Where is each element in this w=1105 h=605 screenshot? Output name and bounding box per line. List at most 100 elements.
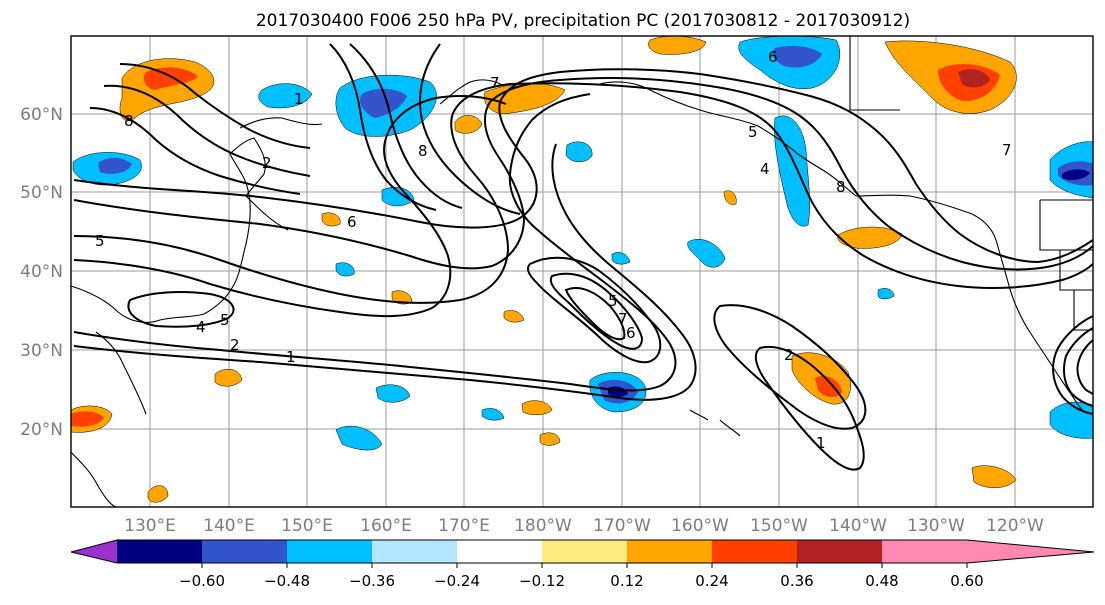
colorbar-extend-left	[71, 540, 117, 563]
map-panel: 8 1 7 6 5 8 2 8 6 5 4 5 4 2 1 5 7 6 2 1	[70, 35, 1094, 508]
pv-contour	[73, 143, 697, 401]
pv-contour	[73, 77, 1094, 271]
precip-negative-region	[381, 187, 415, 207]
pv-contour	[549, 272, 644, 350]
lat-label: 20°N	[20, 420, 63, 440]
pv-contour	[119, 63, 311, 149]
contour-label: 1	[286, 348, 296, 366]
latitude-labels: 60°N 50°N 40°N 30°N 20°N	[20, 105, 63, 440]
contour-label: 2	[784, 346, 794, 364]
colorbar-segment	[457, 540, 542, 563]
precip-positive-region	[723, 190, 737, 205]
colorbar-tick-label: −0.36	[349, 572, 395, 590]
precip-negative-region	[877, 288, 895, 300]
pv-contour	[73, 82, 1094, 304]
lon-label: 130°W	[907, 516, 965, 536]
lon-label: 140°W	[829, 516, 887, 536]
pv-contour	[73, 95, 507, 318]
lon-label: 180°W	[514, 516, 572, 536]
colorbar-tick-label: 0.60	[950, 572, 983, 590]
colorbar-tick-label: 0.48	[865, 572, 898, 590]
colorbar-tick-label: 0.24	[695, 572, 728, 590]
precip-strong-positive-region	[815, 375, 842, 398]
colorbar-segment	[712, 540, 797, 563]
lat-label: 60°N	[20, 105, 63, 125]
precip-negative-region	[687, 239, 726, 268]
contour-label: 6	[626, 324, 636, 342]
pv-contour	[564, 287, 626, 341]
contour-label: 1	[294, 90, 304, 108]
pv-contour	[127, 291, 235, 328]
coastline-asia	[70, 451, 117, 508]
pv-contour	[419, 43, 521, 215]
colorbar-segment	[202, 540, 287, 563]
precip-shading	[70, 35, 1094, 503]
coastline-okhotsk	[239, 117, 323, 129]
colorbar-segment	[542, 540, 627, 563]
colorbar-extend-right	[967, 540, 1094, 563]
precip-negative-region	[335, 425, 383, 451]
precip-very-strong-positive-region	[958, 69, 990, 88]
contour-label: 7	[618, 310, 628, 328]
pv-contour	[1063, 327, 1094, 407]
contour-label: 6	[768, 48, 778, 66]
precip-strong-negative-region	[360, 88, 407, 118]
coastline-alaska	[599, 81, 759, 127]
colorbar-tick-labels: −0.60 −0.48 −0.36 −0.24 −0.12 0.12 0.24 …	[179, 572, 984, 590]
map-title: 2017030400 F006 250 hPa PV, precipitatio…	[256, 11, 910, 31]
precip-positive-region	[837, 226, 903, 249]
lat-label: 30°N	[20, 341, 63, 361]
coastline-alaska-south	[757, 125, 857, 197]
precip-very-strong-negative-region	[1062, 169, 1090, 181]
lon-label: 150°E	[281, 516, 333, 536]
precip-strong-positive-region	[71, 411, 104, 427]
precip-negative-region	[258, 83, 313, 109]
lat-label: 50°N	[20, 183, 63, 203]
precip-strong-positive-region	[144, 67, 198, 90]
contour-label: 4	[760, 160, 770, 178]
precip-negative-region	[375, 384, 411, 403]
precip-positive-region	[503, 310, 525, 323]
pv-contour	[527, 256, 662, 364]
precip-positive-region	[454, 115, 483, 134]
contour-label: 8	[836, 178, 846, 196]
pv-contours	[73, 43, 1094, 471]
coastline-asia	[70, 153, 251, 323]
precip-strong-negative-region	[772, 46, 822, 68]
border-alaska-canada	[849, 36, 900, 111]
lat-label: 40°N	[20, 262, 63, 282]
precip-positive-region	[539, 432, 561, 446]
colorbar-segment	[627, 540, 712, 563]
pv-contour	[329, 43, 437, 211]
colorbar-tick-label: −0.12	[519, 572, 565, 590]
precip-positive-region	[521, 400, 553, 415]
lon-label: 170°W	[593, 516, 651, 536]
colorbar-tick-label: 0.36	[780, 572, 813, 590]
lon-label: 170°E	[438, 516, 490, 536]
contour-label: 2	[230, 336, 240, 354]
contour-label: 1	[816, 434, 826, 452]
contour-label: 2	[262, 154, 272, 172]
contour-label: 4	[196, 318, 206, 336]
pv-contour	[754, 346, 865, 471]
colorbar-tick-label: −0.24	[434, 572, 480, 590]
colorbar-segment	[882, 540, 967, 563]
pv-contour	[89, 107, 301, 195]
colorbar-tick-label: −0.60	[179, 572, 225, 590]
colorbar-tick-label: 0.12	[610, 572, 643, 590]
coastline-hawaii	[689, 409, 741, 437]
precip-negative-region	[481, 408, 505, 421]
lon-label: 130°E	[124, 516, 176, 536]
precip-negative-region	[611, 252, 631, 265]
colorbar-segment	[372, 540, 457, 563]
lon-label: 120°W	[986, 516, 1044, 536]
contour-label: 5	[220, 311, 230, 329]
colorbar-tick-label: −0.48	[264, 572, 310, 590]
lon-label: 140°E	[203, 516, 255, 536]
contour-label-group: 8 1 7 6 5 8 2 8 6 5 4 5 4 2 1 5 7 6 2 1	[95, 48, 1012, 452]
contour-label: 7	[490, 74, 500, 92]
precip-strong-negative-region	[98, 157, 132, 174]
colorbar-ticks	[201, 563, 968, 568]
